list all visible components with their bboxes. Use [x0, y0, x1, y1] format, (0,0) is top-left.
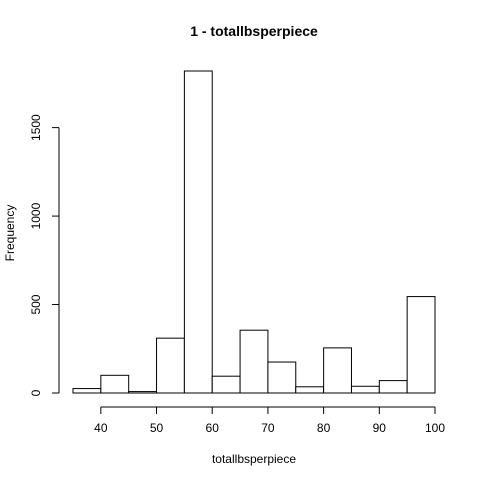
- bar-90-95: [379, 381, 407, 393]
- bar-80-85: [324, 348, 352, 393]
- bar-40-45: [101, 375, 129, 393]
- y-axis-label: Frequency: [3, 205, 17, 262]
- bar-45-50: [129, 392, 157, 393]
- x-tick-label-60: 60: [206, 421, 220, 435]
- bar-55-60: [184, 71, 212, 393]
- bar-60-65: [212, 376, 240, 393]
- y-tick-label-500: 500: [29, 294, 43, 314]
- y-tick-label-1500: 1500: [29, 114, 43, 141]
- bar-85-90: [351, 386, 379, 393]
- y-axis: 0 500 1000 1500: [29, 114, 59, 396]
- bar-65-70: [240, 330, 268, 393]
- x-axis-label: totallbsperpiece: [212, 452, 296, 466]
- bar-70-75: [268, 362, 296, 393]
- chart-title: 1 - totallbsperpiece: [190, 23, 318, 39]
- x-tick-label-100: 100: [425, 421, 445, 435]
- x-axis: 40 50 60 70 80 90 100: [94, 407, 445, 435]
- bar-50-55: [157, 338, 185, 393]
- bar-35-40: [73, 389, 101, 393]
- x-tick-label-50: 50: [150, 421, 164, 435]
- y-tick-label-0: 0: [29, 389, 43, 396]
- x-tick-label-40: 40: [94, 421, 108, 435]
- bar-95-100: [407, 297, 435, 393]
- bar-75-80: [296, 387, 324, 393]
- x-tick-label-80: 80: [317, 421, 331, 435]
- bars-group: [73, 71, 435, 393]
- x-tick-label-90: 90: [373, 421, 387, 435]
- y-tick-label-1000: 1000: [29, 202, 43, 229]
- x-tick-label-70: 70: [261, 421, 275, 435]
